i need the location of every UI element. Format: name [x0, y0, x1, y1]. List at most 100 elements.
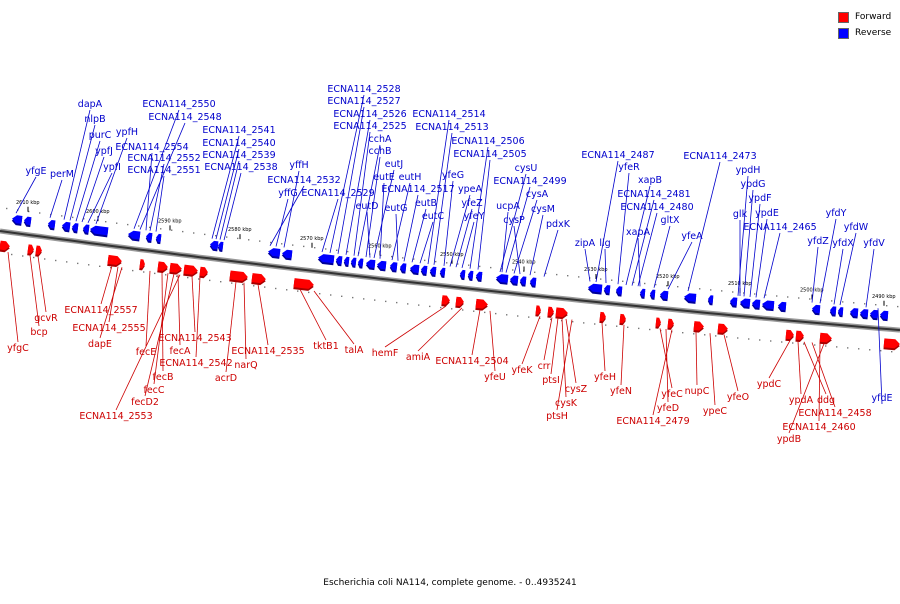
gene-body — [441, 295, 450, 305]
gene-leader-line — [384, 305, 447, 348]
track-dot — [226, 236, 228, 238]
track-dot — [165, 274, 167, 276]
gene-leader-line — [7, 252, 19, 343]
forward-gene-label: ECNA114_2460 — [782, 422, 855, 433]
gene-leader-line — [561, 318, 567, 398]
track-dot — [435, 260, 437, 263]
reverse-gene-label: ECNA114_2465 — [743, 222, 816, 233]
scale-tick-label: 2550 kbp — [440, 252, 464, 258]
reverse-gene-arrow — [429, 266, 437, 277]
reverse-gene-label: cchB — [369, 146, 392, 157]
track-dot — [561, 319, 563, 322]
track-dot — [710, 289, 712, 291]
gene-leader-line — [63, 109, 91, 220]
forward-gene-arrow — [455, 296, 464, 309]
track-dot — [836, 346, 838, 348]
gene-leader-line — [521, 316, 541, 365]
gene-body — [476, 271, 483, 281]
gene-group — [0, 215, 900, 351]
gene-body — [880, 310, 889, 320]
reverse-gene-arrow — [879, 310, 889, 322]
gene-leader-line — [99, 267, 123, 339]
gene-leader-line — [788, 343, 825, 434]
reverse-gene-arrow — [659, 290, 669, 302]
reverse-gene-label: eutC — [422, 211, 445, 222]
forward-gene-arrow — [169, 262, 182, 275]
reverse-gene-arrow — [82, 224, 90, 235]
track-dot — [567, 275, 569, 277]
track-dot — [737, 337, 739, 339]
reverse-gene-label: ECNA114_2480 — [620, 202, 693, 213]
track-dot — [622, 280, 624, 282]
reverse-gene-label: dapA — [78, 99, 103, 110]
reverse-gene-label: ECNA114_2554 — [115, 142, 188, 153]
track-dot — [325, 248, 327, 250]
forward-gene-label: fecC — [143, 385, 164, 396]
track-dot — [781, 341, 783, 343]
reverse-gene-label: yfgE — [26, 166, 47, 177]
gene-leader-line — [839, 232, 857, 306]
gene-leader-line — [373, 169, 395, 259]
track-dot — [83, 218, 85, 220]
forward-gene-label: ypdC — [757, 379, 782, 390]
track-dot — [391, 255, 393, 258]
gene-leader-line — [543, 317, 553, 361]
track-dot — [495, 312, 497, 315]
track-dot — [814, 344, 816, 346]
reverse-gene-arrow — [23, 216, 32, 228]
reverse-gene-label: ypdH — [736, 165, 761, 176]
track-dot — [28, 210, 30, 213]
gene-body — [156, 233, 162, 243]
reverse-gene-label: yfeR — [618, 162, 640, 173]
reverse-gene-label: yfdV — [863, 238, 885, 249]
track-dot — [677, 286, 679, 288]
gene-body — [251, 273, 266, 284]
track-dot — [22, 255, 24, 257]
forward-gene-arrow — [693, 321, 704, 333]
reverse-gene-label: cysM — [531, 204, 555, 215]
gene-leader-line — [29, 255, 40, 327]
reverse-gene-label: ypfI — [103, 162, 121, 173]
reverse-gene-label: eutH — [399, 172, 422, 183]
track-dot — [160, 228, 162, 230]
reverse-gene-label: ECNA114_2551 — [127, 165, 200, 176]
track-dot — [644, 282, 646, 285]
gene-leader-line — [321, 198, 339, 253]
forward-gene-arrow — [667, 318, 674, 330]
track-dot — [512, 269, 514, 271]
track-dot — [66, 261, 68, 263]
forward-gene-label: yfgC — [7, 343, 29, 354]
track-dot — [842, 301, 844, 303]
gene-body — [730, 297, 738, 306]
track-dot — [649, 328, 651, 331]
gene-leader-line — [695, 331, 698, 386]
track-dot — [473, 310, 475, 312]
reverse-gene-arrow — [649, 289, 656, 300]
gene-leader-line — [177, 274, 181, 346]
gene-body — [684, 293, 697, 302]
track-dot — [457, 263, 459, 265]
track-dot — [253, 285, 255, 287]
reverse-gene-arrow — [761, 300, 775, 312]
gene-body — [660, 290, 669, 300]
track-dot — [765, 294, 767, 296]
gene-leader-line — [737, 175, 749, 296]
reverse-gene-arrow — [217, 241, 224, 252]
track-dot — [6, 207, 8, 210]
gene-body — [475, 298, 488, 309]
reverse-gene-label: ypdG — [740, 179, 765, 190]
reverse-gene-arrow — [615, 286, 623, 297]
gene-leader-line — [687, 161, 721, 292]
reverse-gene-label: xapB — [638, 175, 662, 186]
forward-gene-arrow — [547, 306, 554, 318]
scale-tick-label: 2610 kbp — [16, 200, 40, 206]
forward-gene-label: amiA — [406, 352, 431, 363]
gene-body — [293, 278, 314, 289]
gene-label-group: yfgE perM dapA nlpB purC ypfJ ypfI ypfH ECNA114_… — [7, 84, 892, 445]
gene-body — [48, 219, 56, 229]
gene-leader-line — [15, 176, 37, 214]
track-dot — [396, 301, 398, 304]
gene-body — [883, 338, 900, 349]
reverse-gene-arrow — [71, 223, 79, 234]
